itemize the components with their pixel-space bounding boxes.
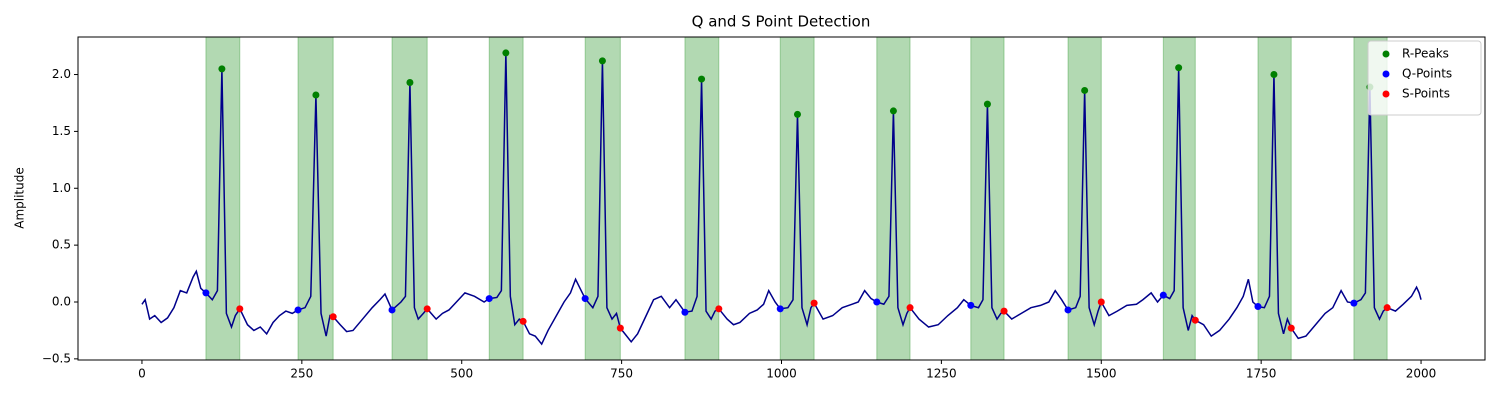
- legend-marker: [1382, 90, 1390, 98]
- point: [329, 313, 337, 321]
- point: [202, 289, 210, 297]
- legend-marker: [1382, 70, 1390, 78]
- plot-frame: [77, 36, 1486, 361]
- point: [715, 305, 723, 313]
- point: [1350, 299, 1358, 307]
- point: [793, 110, 801, 118]
- point: [519, 317, 527, 325]
- point: [698, 75, 706, 83]
- point: [1191, 316, 1199, 324]
- point: [294, 306, 302, 314]
- x-tick-label: 750: [610, 367, 633, 381]
- point: [485, 295, 493, 303]
- qs-span: [297, 36, 334, 361]
- point: [1270, 71, 1278, 79]
- point: [983, 100, 991, 108]
- legend-label: Q-Points: [1402, 67, 1452, 81]
- chart-title: Q and S Point Detection: [692, 13, 871, 31]
- point: [1287, 324, 1295, 332]
- point: [967, 301, 975, 309]
- qs-span: [970, 36, 1005, 361]
- point: [1383, 304, 1391, 312]
- y-tick-label: 1.5: [52, 124, 71, 138]
- point: [1064, 306, 1072, 314]
- point: [598, 57, 606, 65]
- point: [1175, 64, 1183, 72]
- point: [873, 298, 881, 306]
- point: [423, 305, 431, 313]
- point: [312, 91, 320, 99]
- point: [1000, 307, 1008, 315]
- x-tick-label: 250: [290, 367, 313, 381]
- y-tick-label: 2.0: [52, 67, 71, 81]
- point: [218, 65, 226, 73]
- point: [616, 324, 624, 332]
- point: [1159, 291, 1167, 299]
- point: [889, 107, 897, 115]
- legend-marker: [1382, 50, 1390, 58]
- x-tick-label: 1000: [766, 367, 797, 381]
- x-tick-label: 0: [138, 367, 146, 381]
- point: [776, 305, 784, 313]
- point: [236, 305, 244, 313]
- point: [1254, 303, 1262, 311]
- x-tick-label: 500: [450, 367, 473, 381]
- point: [388, 306, 396, 314]
- legend-box: [1367, 40, 1482, 116]
- point: [810, 299, 818, 307]
- legend-label: S-Points: [1402, 87, 1450, 101]
- qs-span: [779, 36, 815, 361]
- qs-span: [1067, 36, 1102, 361]
- x-tick-label: 2000: [1406, 367, 1437, 381]
- qs-span: [876, 36, 911, 361]
- y-axis-label: Amplitude: [13, 167, 27, 229]
- y-tick-label: 1.0: [52, 181, 71, 195]
- x-tick-label: 1250: [926, 367, 957, 381]
- y-tick-label: 0.5: [52, 238, 71, 252]
- point: [1097, 298, 1105, 306]
- point: [681, 308, 689, 316]
- y-tick-label: 0.0: [52, 294, 71, 308]
- point: [502, 49, 510, 57]
- point: [406, 78, 414, 86]
- legend-label: R-Peaks: [1402, 47, 1449, 61]
- x-tick-label: 1500: [1086, 367, 1117, 381]
- point: [1081, 86, 1089, 94]
- y-tick-label: −0.5: [42, 351, 71, 365]
- x-tick-label: 1750: [1246, 367, 1277, 381]
- point: [581, 295, 589, 303]
- point: [906, 304, 914, 312]
